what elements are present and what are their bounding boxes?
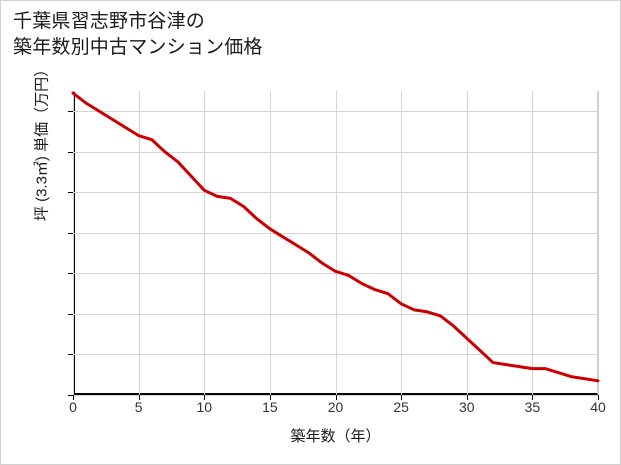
y-tick-mark — [68, 354, 73, 356]
gridline-vertical — [269, 91, 271, 395]
x-tick-mark — [335, 395, 337, 400]
gridline-vertical — [73, 91, 74, 395]
x-tick-label: 40 — [590, 399, 606, 415]
y-tick-mark — [68, 232, 73, 234]
y-tick-mark — [68, 313, 73, 315]
x-axis-title: 築年数（年） — [290, 428, 381, 445]
x-tick-label: 35 — [524, 399, 541, 415]
y-tick-mark — [68, 192, 73, 194]
gridline-vertical — [598, 91, 599, 395]
data-series-line — [71, 91, 600, 383]
y-tick-mark — [68, 273, 73, 275]
x-tick-mark — [269, 395, 271, 400]
x-tick-label: 15 — [262, 399, 278, 415]
x-tick-label: 30 — [458, 399, 475, 415]
x-tick-label: 20 — [327, 399, 344, 415]
gridline-vertical — [335, 91, 337, 395]
x-tick-mark — [138, 395, 140, 400]
gridline-vertical — [532, 91, 534, 395]
x-tick-mark — [466, 395, 468, 400]
x-tick-label: 0 — [69, 399, 77, 415]
gridline-vertical — [466, 91, 468, 395]
x-tick-mark — [73, 395, 74, 400]
y-tick-mark — [68, 395, 73, 396]
x-tick-mark — [204, 395, 206, 400]
y-tick-mark — [68, 111, 73, 113]
x-tick-mark — [401, 395, 403, 400]
gridline-vertical — [138, 91, 140, 395]
x-tick-mark — [598, 395, 599, 400]
x-tick-label: 5 — [134, 399, 143, 415]
x-tick-label: 10 — [196, 399, 213, 415]
gridline-vertical — [401, 91, 403, 395]
y-tick-mark — [68, 151, 73, 153]
gridline-vertical — [204, 91, 206, 395]
chart-title: 千葉県習志野市谷津の 築年数別中古マンション価格 — [13, 11, 263, 58]
x-tick-mark — [532, 395, 534, 400]
x-tick-label: 25 — [393, 399, 409, 415]
y-axis-title: 坪 (3.3㎡) 単価（万円） — [33, 61, 51, 222]
